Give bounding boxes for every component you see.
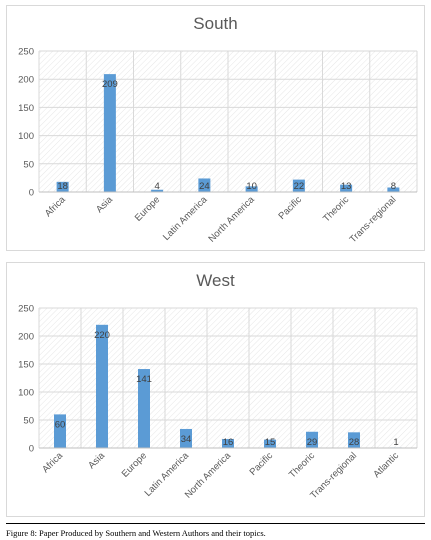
data-label: 16 bbox=[223, 437, 234, 448]
chart-title: South bbox=[193, 14, 238, 33]
x-tick-label: Pacific bbox=[276, 194, 304, 222]
bar-theoric bbox=[340, 184, 353, 192]
data-label: 15 bbox=[265, 437, 276, 448]
bar-asia bbox=[103, 74, 116, 192]
x-tick-label: Pacific bbox=[248, 450, 276, 478]
y-tick-label: 0 bbox=[29, 444, 34, 455]
data-label: 209 bbox=[102, 79, 118, 90]
data-label: 141 bbox=[136, 374, 152, 385]
figure-caption: Figure 8: Paper Produced by Southern and… bbox=[6, 528, 266, 538]
data-label: 4 bbox=[154, 181, 159, 192]
y-tick-label: 150 bbox=[18, 360, 34, 371]
y-tick-label: 250 bbox=[18, 47, 34, 58]
bar-north-america bbox=[222, 439, 234, 448]
y-tick-label: 0 bbox=[29, 188, 34, 199]
data-label: 22 bbox=[294, 181, 305, 192]
data-label: 28 bbox=[349, 437, 360, 448]
y-tick-label: 100 bbox=[18, 131, 34, 142]
bar-theoric bbox=[306, 431, 318, 448]
bar-europe bbox=[138, 369, 150, 448]
data-label: 34 bbox=[181, 434, 192, 445]
bar-latin-america bbox=[198, 178, 211, 192]
x-tick-label: Trans-regional bbox=[348, 194, 399, 245]
bar-trans-regional bbox=[348, 432, 360, 448]
y-tick-label: 200 bbox=[18, 332, 34, 343]
y-tick-label: 50 bbox=[23, 416, 34, 427]
data-label: 10 bbox=[246, 181, 257, 192]
bar-north-america bbox=[245, 186, 258, 192]
data-label: 18 bbox=[57, 181, 68, 192]
data-label: 8 bbox=[391, 181, 396, 192]
y-tick-label: 50 bbox=[23, 159, 34, 170]
bar-latin-america bbox=[180, 428, 192, 448]
bar-asia bbox=[96, 324, 108, 448]
y-tick-label: 100 bbox=[18, 388, 34, 399]
data-label: 13 bbox=[341, 181, 352, 192]
chart-title: West bbox=[196, 271, 235, 290]
data-label: 29 bbox=[307, 437, 318, 448]
bar-trans-regional bbox=[387, 187, 400, 192]
bar-europe bbox=[151, 189, 164, 192]
caption-divider bbox=[6, 523, 425, 524]
data-label: 60 bbox=[55, 419, 66, 430]
x-tick-label: North America bbox=[206, 194, 257, 245]
bar-pacific bbox=[264, 439, 276, 448]
bar-africa bbox=[56, 181, 69, 192]
x-tick-label: Africa bbox=[40, 450, 65, 475]
bar-pacific bbox=[292, 179, 305, 192]
x-tick-label: Africa bbox=[43, 194, 68, 219]
x-tick-label: Theoric bbox=[321, 194, 351, 224]
data-label: 24 bbox=[199, 181, 210, 192]
x-tick-label: Europe bbox=[133, 194, 162, 223]
chart-south: South 0 50 100 150 200 250 18 Africa 209 Asia 4 Eur… bbox=[6, 5, 425, 251]
chart-south-plot: 0 50 100 150 200 250 18 Africa 209 Asia 4 Europe 24 L… bbox=[18, 47, 418, 245]
y-tick-label: 200 bbox=[18, 75, 34, 86]
x-tick-label: Theoric bbox=[287, 450, 317, 480]
data-label: 1 bbox=[393, 437, 398, 448]
x-tick-label: Atlantic bbox=[371, 450, 401, 480]
x-tick-label: Asia bbox=[94, 194, 115, 215]
data-label: 220 bbox=[94, 330, 110, 341]
x-tick-label: Asia bbox=[86, 450, 107, 471]
x-tick-label: Europe bbox=[120, 450, 149, 479]
chart-west-plot: 0 50 100 150 200 250 60 Africa 220 Asia 141 Europe 3… bbox=[18, 304, 418, 501]
x-tick-label: Latin America bbox=[161, 194, 210, 243]
chart-west: West 0 50 100 150 200 250 60 Africa 220 Asia 141 Eu… bbox=[6, 262, 425, 517]
y-tick-label: 250 bbox=[18, 304, 34, 315]
y-tick-label: 150 bbox=[18, 103, 34, 114]
bar-africa bbox=[54, 414, 66, 448]
